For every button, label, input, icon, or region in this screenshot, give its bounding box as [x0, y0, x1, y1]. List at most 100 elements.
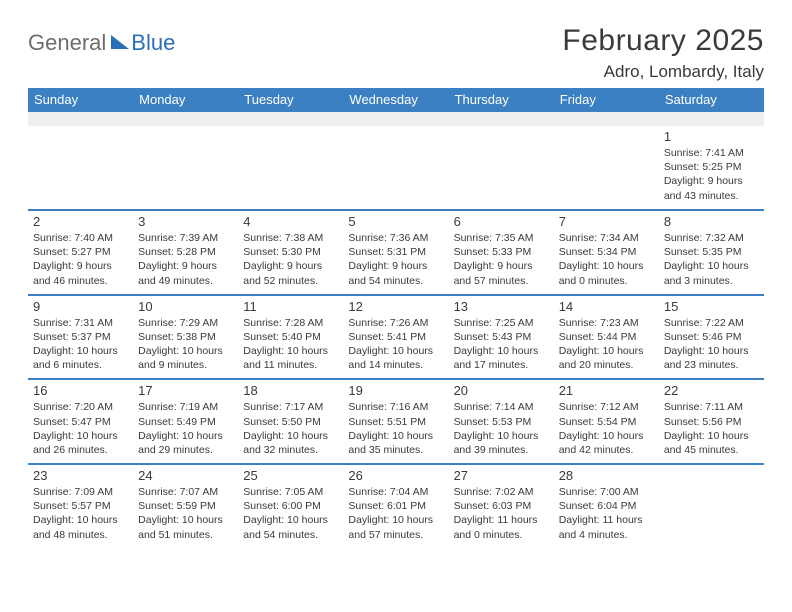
day1-text: Daylight: 10 hours	[664, 344, 759, 358]
day1-text: Daylight: 10 hours	[348, 344, 443, 358]
day-cell: 5Sunrise: 7:36 AMSunset: 5:31 PMDaylight…	[343, 210, 448, 295]
day-cell: 23Sunrise: 7:09 AMSunset: 5:57 PMDayligh…	[28, 464, 133, 548]
day2-text: and 32 minutes.	[243, 443, 338, 457]
sunrise-text: Sunrise: 7:17 AM	[243, 400, 338, 414]
week-row: 9Sunrise: 7:31 AMSunset: 5:37 PMDaylight…	[28, 295, 764, 380]
day2-text: and 14 minutes.	[348, 358, 443, 372]
day-number: 4	[243, 214, 338, 229]
sunset-text: Sunset: 5:27 PM	[33, 245, 128, 259]
sunset-text: Sunset: 5:50 PM	[243, 415, 338, 429]
day2-text: and 49 minutes.	[138, 274, 233, 288]
day-cell: 28 Sunrise: 7:00 AMSunset: 6:04 PMDayligh…	[554, 464, 659, 548]
day2-text: and 20 minutes.	[559, 358, 654, 372]
sunset-text: Sunset: 5:25 PM	[664, 160, 759, 174]
day-cell	[554, 126, 659, 210]
sunset-text: Sunset: 5:46 PM	[664, 330, 759, 344]
day1-text: Daylight: 10 hours	[33, 429, 128, 443]
sunset-text: Sunset: 5:33 PM	[454, 245, 549, 259]
sunset-text: Sunset: 5:54 PM	[559, 415, 654, 429]
day-cell: 9Sunrise: 7:31 AMSunset: 5:37 PMDaylight…	[28, 295, 133, 380]
sunrise-text: Sunrise: 7:39 AM	[138, 231, 233, 245]
day2-text: and 6 minutes.	[33, 358, 128, 372]
day2-text: and 11 minutes.	[243, 358, 338, 372]
day-cell: 11Sunrise: 7:28 AMSunset: 5:40 PMDayligh…	[238, 295, 343, 380]
day1-text: Daylight: 10 hours	[559, 259, 654, 273]
day2-text: and 48 minutes.	[33, 528, 128, 542]
sunset-text: Sunset: 5:41 PM	[348, 330, 443, 344]
sunset-text: Sunset: 5:40 PM	[243, 330, 338, 344]
weekday-header: Saturday	[659, 88, 764, 112]
day-number: 13	[454, 299, 549, 314]
day2-text: and 45 minutes.	[664, 443, 759, 457]
day1-text: Daylight: 10 hours	[243, 513, 338, 527]
day1-text: Daylight: 10 hours	[348, 429, 443, 443]
sunrise-text: Sunrise: 7:04 AM	[348, 485, 443, 499]
sunrise-text: Sunrise: 7:41 AM	[664, 146, 759, 160]
day-cell: 17Sunrise: 7:19 AMSunset: 5:49 PMDayligh…	[133, 379, 238, 464]
day-cell	[238, 126, 343, 210]
sunset-text: Sunset: 5:47 PM	[33, 415, 128, 429]
day-number: 21	[559, 383, 654, 398]
day2-text: and 46 minutes.	[33, 274, 128, 288]
weekday-header: Sunday	[28, 88, 133, 112]
sunset-text: Sunset: 6:01 PM	[348, 499, 443, 513]
day-cell: 2Sunrise: 7:40 AMSunset: 5:27 PMDaylight…	[28, 210, 133, 295]
day2-text: and 43 minutes.	[664, 189, 759, 203]
sunrise-text: Sunrise: 7:31 AM	[33, 316, 128, 330]
sunrise-text: Sunrise: 7:23 AM	[559, 316, 654, 330]
sunrise-text: Sunrise: 7:00 AM	[559, 485, 654, 499]
day1-text: Daylight: 10 hours	[243, 429, 338, 443]
sunrise-text: Sunrise: 7:16 AM	[348, 400, 443, 414]
sunset-text: Sunset: 5:34 PM	[559, 245, 654, 259]
day-number: 12	[348, 299, 443, 314]
logo-word-blue: Blue	[131, 30, 175, 56]
sunset-text: Sunset: 5:35 PM	[664, 245, 759, 259]
sunrise-text: Sunrise: 7:05 AM	[243, 485, 338, 499]
page-title: February 2025	[562, 24, 764, 58]
sunset-text: Sunset: 6:04 PM	[559, 499, 654, 513]
day-cell: 18Sunrise: 7:17 AMSunset: 5:50 PMDayligh…	[238, 379, 343, 464]
day1-text: Daylight: 11 hours	[559, 513, 654, 527]
day-number: 7	[559, 214, 654, 229]
day1-text: Daylight: 10 hours	[559, 344, 654, 358]
sunset-text: Sunset: 5:31 PM	[348, 245, 443, 259]
logo-triangle-icon	[111, 35, 129, 49]
day1-text: Daylight: 10 hours	[138, 344, 233, 358]
day-cell: 15Sunrise: 7:22 AMSunset: 5:46 PMDayligh…	[659, 295, 764, 380]
day1-text: Daylight: 9 hours	[243, 259, 338, 273]
week-row: 16Sunrise: 7:20 AMSunset: 5:47 PMDayligh…	[28, 379, 764, 464]
day-cell: 24Sunrise: 7:07 AMSunset: 5:59 PMDayligh…	[133, 464, 238, 548]
day1-text: Daylight: 11 hours	[454, 513, 549, 527]
day-cell: 25Sunrise: 7:05 AMSunset: 6:00 PMDayligh…	[238, 464, 343, 548]
day2-text: and 42 minutes.	[559, 443, 654, 457]
day2-text: and 9 minutes.	[138, 358, 233, 372]
sunset-text: Sunset: 5:56 PM	[664, 415, 759, 429]
day1-text: Daylight: 10 hours	[138, 429, 233, 443]
day2-text: and 35 minutes.	[348, 443, 443, 457]
day-cell: 13Sunrise: 7:25 AMSunset: 5:43 PMDayligh…	[449, 295, 554, 380]
day-number: 14	[559, 299, 654, 314]
day2-text: and 54 minutes.	[243, 528, 338, 542]
day1-text: Daylight: 9 hours	[138, 259, 233, 273]
day-cell: 10Sunrise: 7:29 AMSunset: 5:38 PMDayligh…	[133, 295, 238, 380]
day1-text: Daylight: 10 hours	[33, 344, 128, 358]
day-number: 1	[664, 129, 759, 144]
day-cell: 20Sunrise: 7:14 AMSunset: 5:53 PMDayligh…	[449, 379, 554, 464]
sunrise-text: Sunrise: 7:35 AM	[454, 231, 549, 245]
sunrise-text: Sunrise: 7:34 AM	[559, 231, 654, 245]
logo-word-general: General	[28, 30, 106, 56]
sunrise-text: Sunrise: 7:28 AM	[243, 316, 338, 330]
day-number: 16	[33, 383, 128, 398]
day1-text: Daylight: 9 hours	[664, 174, 759, 188]
day2-text: and 51 minutes.	[138, 528, 233, 542]
day-cell: 3Sunrise: 7:39 AMSunset: 5:28 PMDaylight…	[133, 210, 238, 295]
day1-text: Daylight: 10 hours	[33, 513, 128, 527]
day-number: 22	[664, 383, 759, 398]
day-number: 28	[559, 468, 654, 483]
day-number: 17	[138, 383, 233, 398]
sunset-text: Sunset: 5:57 PM	[33, 499, 128, 513]
sunset-text: Sunset: 5:49 PM	[138, 415, 233, 429]
sunrise-text: Sunrise: 7:26 AM	[348, 316, 443, 330]
weekday-header: Wednesday	[343, 88, 448, 112]
blank-row	[28, 112, 764, 126]
